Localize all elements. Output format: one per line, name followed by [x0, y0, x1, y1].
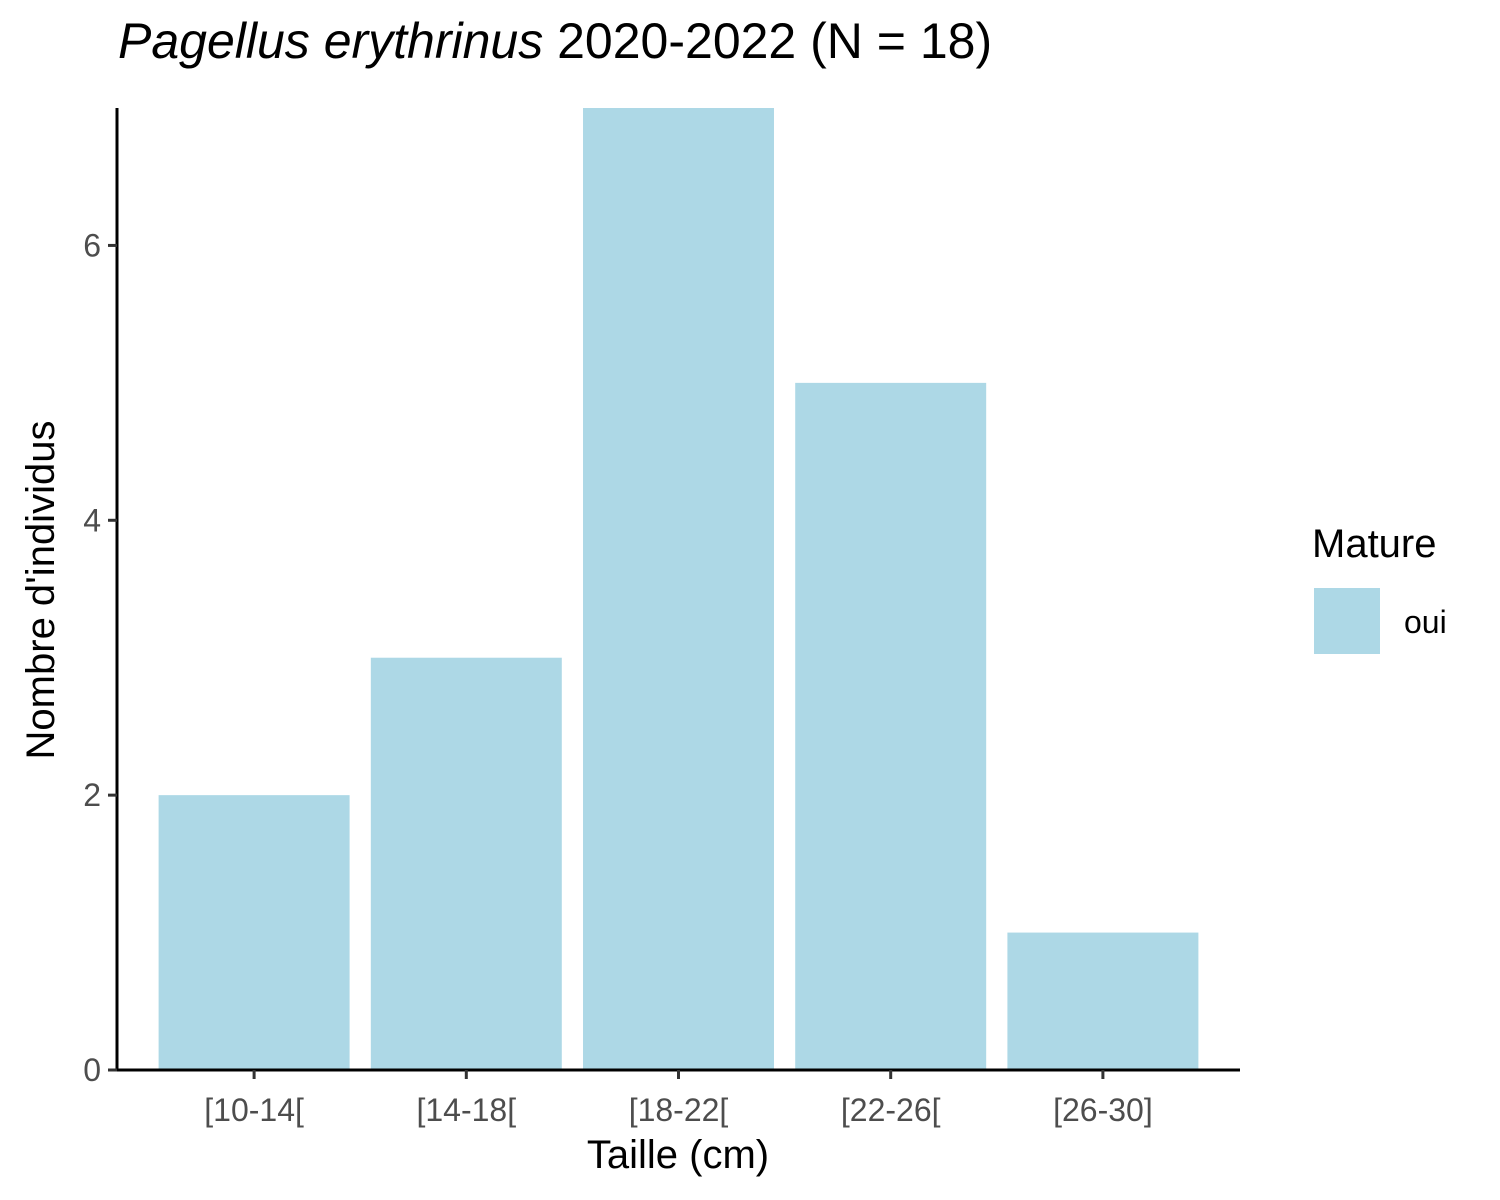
- bar-3: [583, 108, 774, 1070]
- x-tick-label: [26-30]: [1053, 1092, 1153, 1128]
- x-tick-label: [22-26[: [841, 1092, 941, 1128]
- y-tick-label: 0: [83, 1052, 101, 1088]
- y-tick-label: 6: [83, 227, 101, 263]
- legend: Mature oui: [1312, 522, 1447, 654]
- legend-title: Mature: [1312, 522, 1437, 566]
- y-tick-label: 2: [83, 777, 101, 813]
- legend-label-oui: oui: [1404, 604, 1447, 640]
- x-tick-label: [18-22[: [629, 1092, 729, 1128]
- chart-title: Pagellus erythrinus 2020-2022 (N = 18): [118, 12, 992, 70]
- chart-title-rest: 2020-2022 (N = 18): [543, 13, 993, 69]
- y-axis-title: Nombre d'individus: [19, 421, 63, 760]
- bar-4: [795, 382, 987, 1070]
- chart-title-species: Pagellus erythrinus: [118, 13, 544, 69]
- x-tick-label: [10-14[: [204, 1092, 304, 1128]
- bars-group: [158, 108, 1199, 1070]
- legend-key-oui: [1314, 588, 1380, 654]
- bar-5: [1007, 932, 1199, 1070]
- x-tick-label: [14-18[: [416, 1092, 516, 1128]
- axes-group: 0 2 4 6 [10-14[ [14-18[ [18-22[ [22-26[ [26-30]: [83, 108, 1240, 1128]
- bar-1: [158, 795, 350, 1070]
- x-axis-title: Taille (cm): [587, 1133, 769, 1177]
- y-tick-label: 4: [83, 502, 101, 538]
- bar-2: [370, 657, 562, 1070]
